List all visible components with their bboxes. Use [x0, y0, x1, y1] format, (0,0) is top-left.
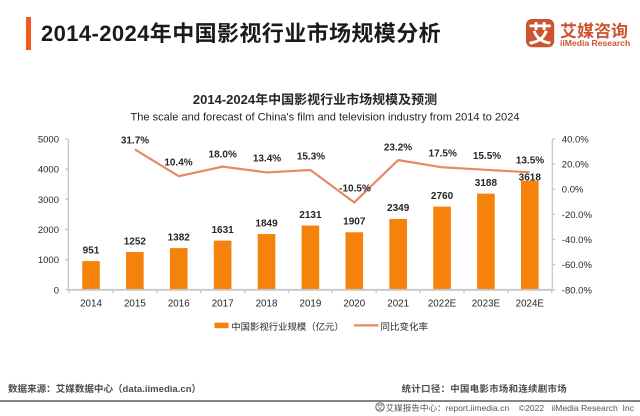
- svg-text:18.0%: 18.0%: [209, 150, 237, 161]
- svg-text:同比变化率: 同比变化率: [381, 321, 429, 333]
- svg-text:1631: 1631: [212, 225, 235, 236]
- svg-text:-40.0%: -40.0%: [562, 235, 593, 246]
- svg-text:1907: 1907: [343, 217, 366, 228]
- svg-text:2024E: 2024E: [516, 298, 545, 309]
- svg-text:-10.5%: -10.5%: [339, 184, 371, 195]
- svg-text:2000: 2000: [38, 225, 59, 236]
- svg-text:10.4%: 10.4%: [164, 158, 192, 169]
- svg-text:1000: 1000: [38, 255, 59, 266]
- svg-text:3000: 3000: [38, 195, 59, 206]
- svg-text:2020: 2020: [343, 298, 365, 309]
- svg-text:2017: 2017: [212, 298, 234, 309]
- svg-text:2014: 2014: [80, 298, 102, 309]
- svg-text:23.2%: 23.2%: [384, 142, 412, 153]
- svg-text:2131: 2131: [299, 210, 322, 221]
- svg-text:0.0%: 0.0%: [562, 185, 584, 196]
- svg-text:3188: 3188: [475, 178, 498, 189]
- svg-text:13.4%: 13.4%: [253, 154, 281, 165]
- svg-text:1252: 1252: [124, 236, 147, 247]
- svg-text:2760: 2760: [431, 191, 454, 202]
- svg-text:2023E: 2023E: [472, 298, 501, 309]
- svg-text:The scale and forecast of Chin: The scale and forecast of China's film a…: [131, 112, 520, 124]
- svg-text:31.7%: 31.7%: [121, 135, 149, 146]
- svg-text:1382: 1382: [168, 232, 191, 243]
- svg-text:3618: 3618: [519, 172, 542, 183]
- svg-text:2019: 2019: [300, 298, 322, 309]
- svg-text:17.5%: 17.5%: [429, 149, 457, 160]
- svg-text:艾: 艾: [528, 19, 552, 48]
- svg-text:2022E: 2022E: [428, 298, 457, 309]
- svg-text:20.0%: 20.0%: [562, 160, 589, 171]
- svg-text:2349: 2349: [387, 203, 410, 214]
- svg-text:951: 951: [83, 245, 100, 256]
- svg-text:15.3%: 15.3%: [297, 151, 325, 162]
- svg-text:2018: 2018: [256, 298, 278, 309]
- svg-text:-60.0%: -60.0%: [562, 260, 593, 271]
- svg-text:2015: 2015: [124, 298, 146, 309]
- svg-text:2016: 2016: [168, 298, 190, 309]
- svg-text:艾: 艾: [376, 402, 383, 412]
- svg-text:5000: 5000: [38, 134, 59, 145]
- svg-text:40.0%: 40.0%: [562, 134, 589, 145]
- svg-text:15.5%: 15.5%: [473, 151, 501, 162]
- svg-text:中国影视行业规模（亿元）: 中国影视行业规模（亿元）: [231, 321, 344, 332]
- svg-text:0: 0: [54, 285, 59, 296]
- svg-text:13.5%: 13.5%: [516, 155, 544, 166]
- svg-text:4000: 4000: [38, 165, 59, 176]
- svg-text:-80.0%: -80.0%: [562, 285, 593, 296]
- svg-text:-20.0%: -20.0%: [562, 210, 593, 221]
- svg-text:2021: 2021: [387, 298, 409, 309]
- svg-text:2014-2024年中国影视行业市场规模及预测: 2014-2024年中国影视行业市场规模及预测: [193, 92, 437, 107]
- svg-text:1849: 1849: [255, 218, 278, 229]
